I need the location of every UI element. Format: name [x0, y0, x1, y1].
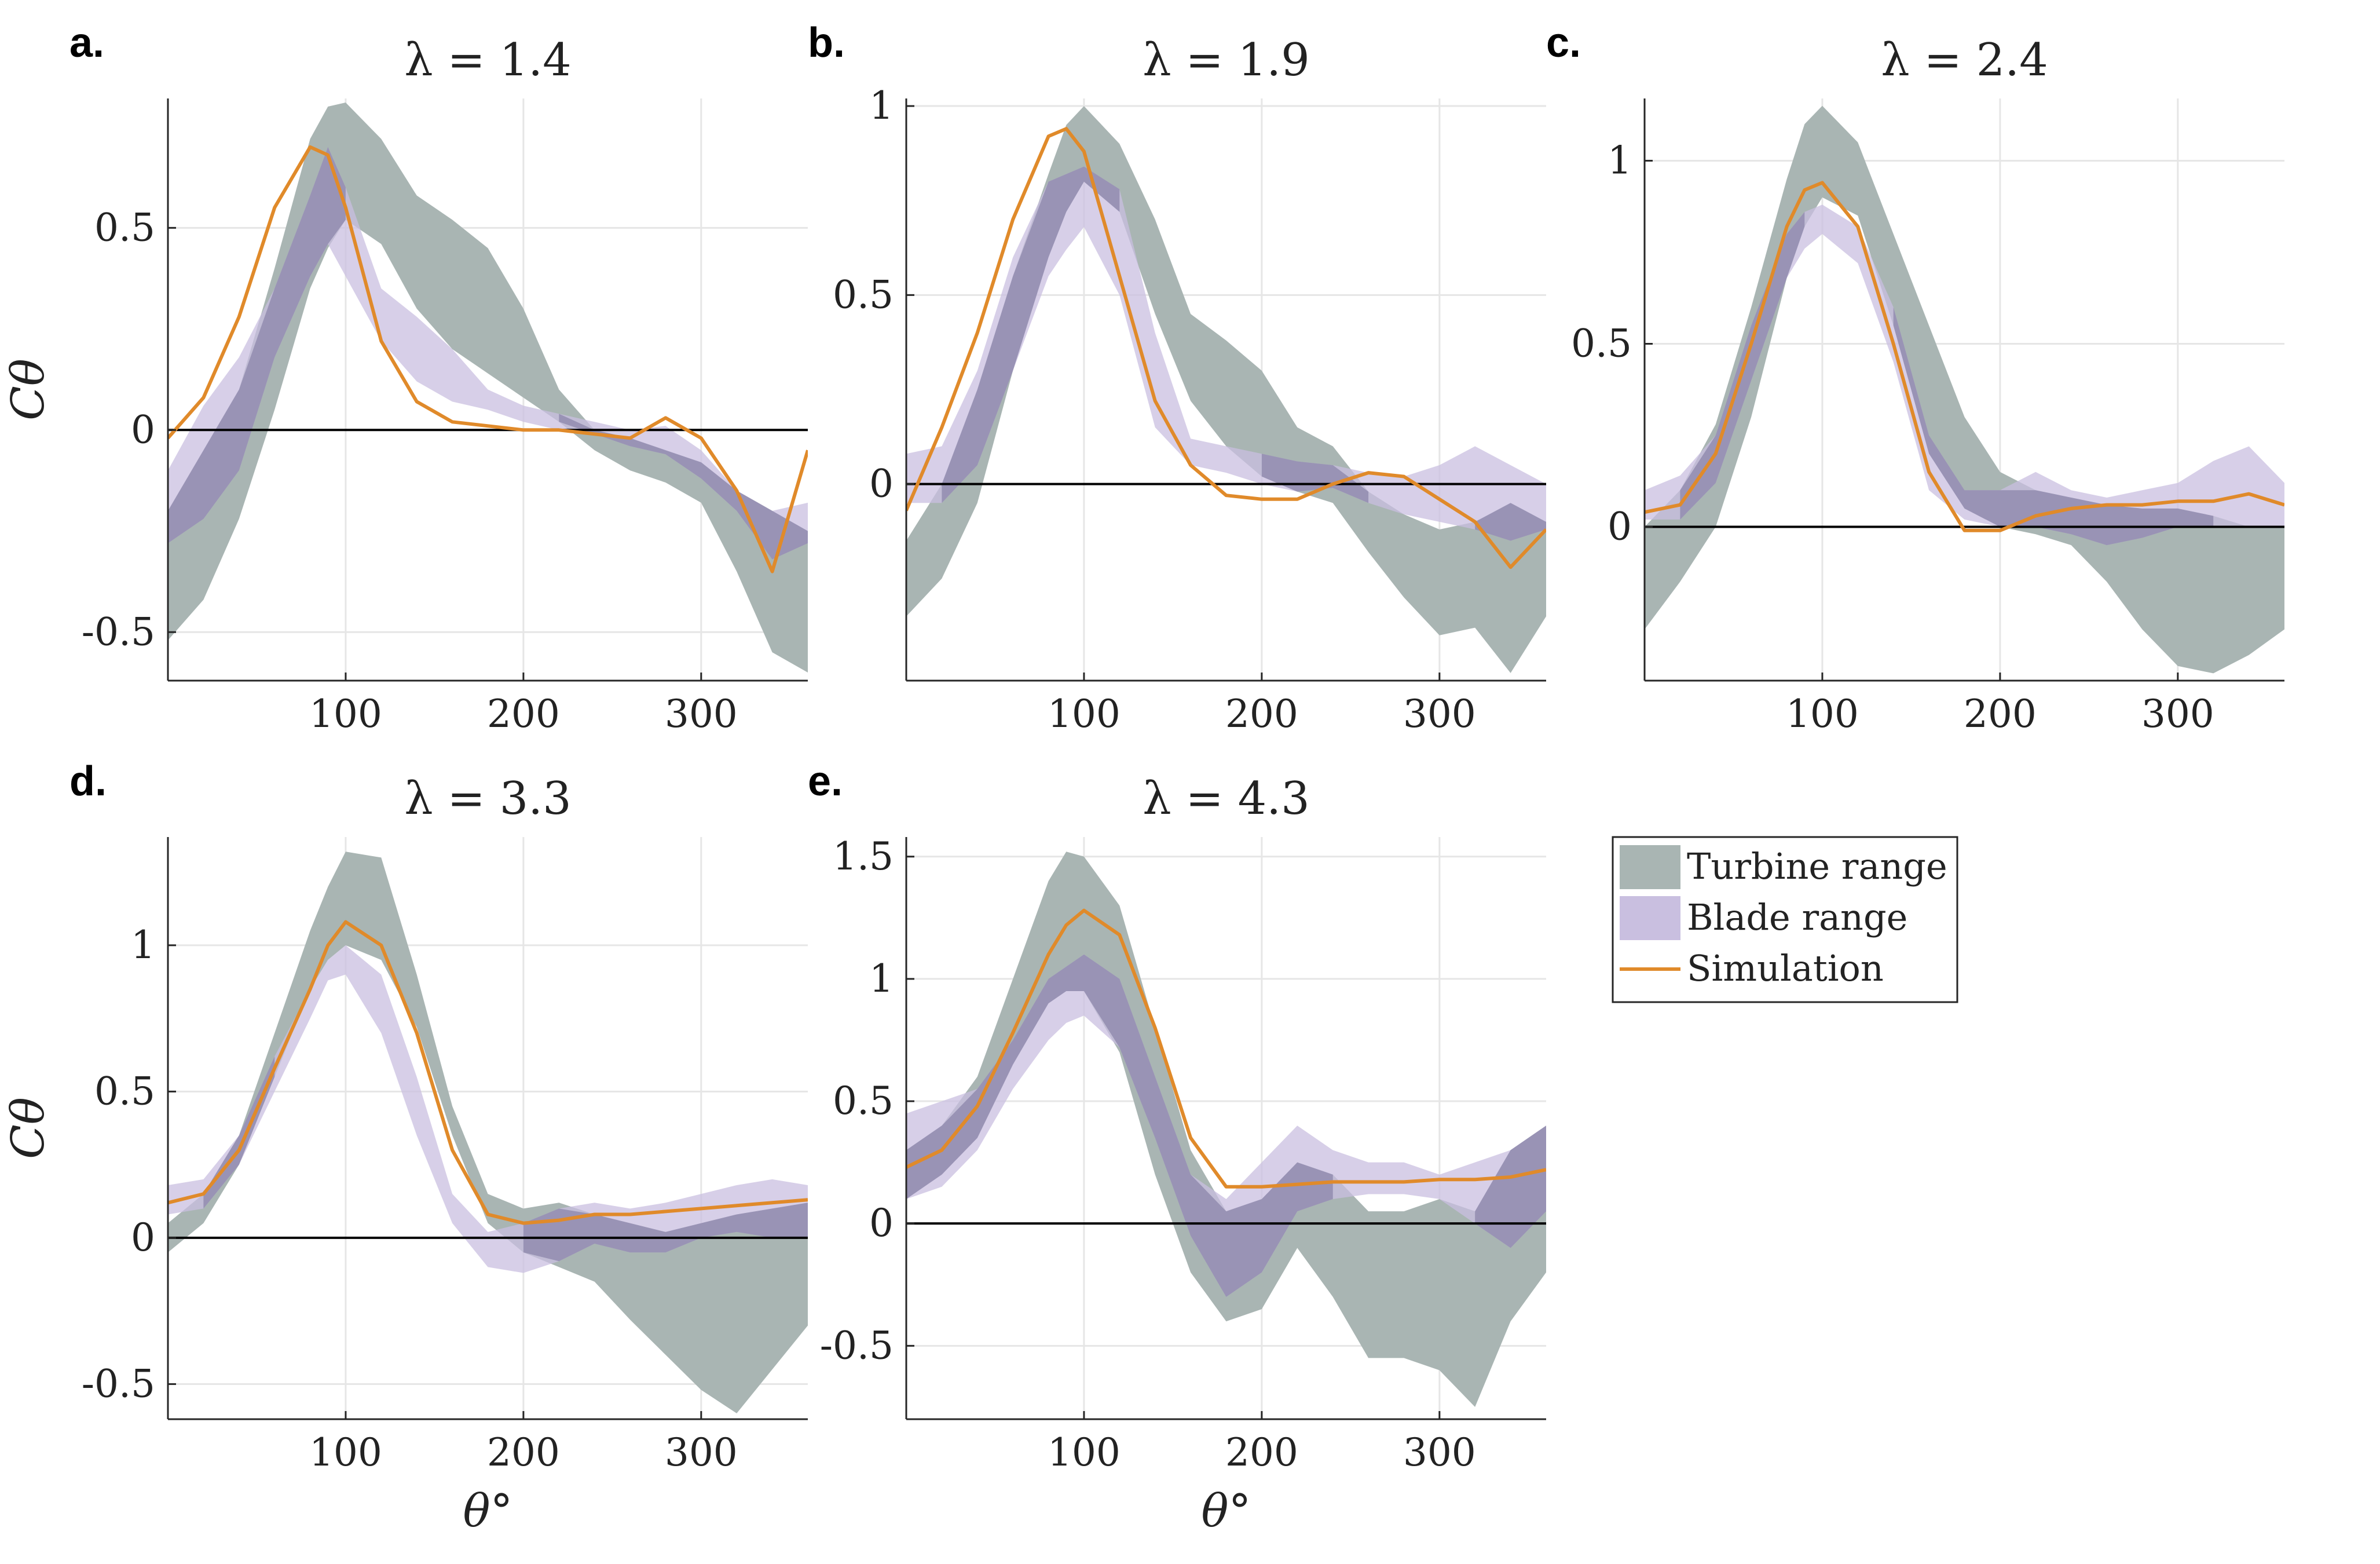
x-tick-label: 100 [1786, 692, 1859, 736]
panel-label: a. [69, 20, 104, 66]
x-tick-label: 300 [1403, 1430, 1476, 1475]
turbine-range-band [168, 103, 808, 673]
panel-d: 100 200 300 -0.5 0 0.5 1 λ = 3.3 d. θ° Cθ [2, 758, 808, 1537]
legend: Turbine range Blade range Simulation [1612, 836, 1958, 1003]
overlap-band [559, 414, 808, 560]
simulation-line [906, 908, 1546, 1189]
simulation-line [168, 145, 808, 573]
overlap-band [1893, 307, 2214, 546]
x-tick-label: 200 [487, 692, 560, 736]
panel-label: b. [808, 20, 845, 66]
overlap-band [1475, 503, 1546, 541]
x-tick-label: 200 [1964, 692, 2037, 736]
x-tick-label: 200 [1225, 1430, 1298, 1475]
y-tick-label: -0.5 [82, 1361, 155, 1406]
overlap-band [1475, 1126, 1546, 1248]
y-axis-label: Cθ [2, 359, 54, 421]
panel-title: λ = 1.9 [1143, 34, 1309, 86]
y-tick-label: 0 [1608, 505, 1632, 549]
y-tick-label: 0 [131, 1215, 155, 1260]
panel-label: c. [1546, 20, 1581, 66]
y-tick-label: 0.5 [94, 1069, 155, 1113]
legend-entry-label: Turbine range [1687, 845, 1947, 887]
overlap-band [1261, 454, 1369, 503]
y-tick-label: 0.5 [94, 205, 155, 250]
panel-a: 100 200 300 -0.5 0 0.5 λ = 1.4 a. Cθ [2, 20, 808, 736]
panel-b: 100 200 300 0 0.5 1 λ = 1.9 b. [808, 20, 1546, 736]
panel-title: λ = 1.4 [404, 34, 571, 86]
x-tick-label: 300 [665, 692, 738, 736]
turbine-range-band [906, 852, 1546, 1407]
panel-e: 100 200 300 -0.5 0 0.5 1 1.5 λ = 4.3 e. θ° [808, 758, 1546, 1537]
y-tick-label: 1.5 [833, 834, 894, 879]
x-tick-label: 200 [487, 1430, 560, 1475]
simulation-line [168, 920, 808, 1225]
y-tick-label: -0.5 [82, 609, 155, 654]
y-tick-label: -0.5 [820, 1323, 894, 1368]
overlap-band [523, 1203, 808, 1262]
legend-swatch [1620, 896, 1680, 940]
panel-label: e. [808, 758, 843, 805]
x-tick-label: 100 [309, 1430, 382, 1475]
panel-title: λ = 4.3 [1143, 773, 1309, 825]
x-tick-label: 300 [1403, 692, 1476, 736]
y-tick-label: 0.5 [833, 272, 894, 317]
x-tick-label: 200 [1225, 692, 1298, 736]
y-tick-label: 1 [131, 923, 155, 967]
y-tick-label: 0.5 [833, 1079, 894, 1123]
x-axis-label: θ° [1202, 1485, 1251, 1537]
x-tick-label: 100 [1048, 1430, 1121, 1475]
x-tick-label: 300 [665, 1430, 738, 1475]
y-tick-label: 0 [131, 407, 155, 452]
x-tick-label: 100 [309, 692, 382, 736]
x-axis-label: θ° [463, 1485, 513, 1537]
y-tick-label: 0 [869, 1201, 894, 1245]
blade-range-band [906, 166, 1546, 541]
x-tick-label: 300 [2141, 692, 2214, 736]
y-tick-label: 0.5 [1571, 321, 1632, 366]
legend-swatch [1620, 845, 1680, 889]
panel-label: d. [69, 758, 107, 805]
turbine-range-band [906, 106, 1546, 673]
legend-entry-label: Simulation [1687, 947, 1884, 989]
x-tick-label: 100 [1048, 692, 1121, 736]
legend-entry-label: Blade range [1687, 896, 1907, 938]
overlap-band [168, 147, 346, 543]
overlap-band [942, 166, 1120, 503]
simulation-line [906, 127, 1546, 569]
y-tick-label: 1 [1608, 138, 1632, 182]
y-tick-label: 0 [869, 462, 894, 506]
panel-title: λ = 3.3 [404, 773, 571, 825]
panel-title: λ = 2.4 [1881, 34, 2048, 86]
turbine-range-band [168, 852, 808, 1413]
overlap-band [906, 954, 1333, 1297]
y-axis-label: Cθ [2, 1097, 54, 1159]
y-tick-label: 1 [869, 83, 894, 128]
y-tick-label: 1 [869, 956, 894, 1001]
panel-c: 100 200 300 0 0.5 1 λ = 2.4 c. [1546, 20, 2284, 736]
simulation-line [1645, 181, 2284, 532]
blade-range-band [1645, 204, 2284, 546]
